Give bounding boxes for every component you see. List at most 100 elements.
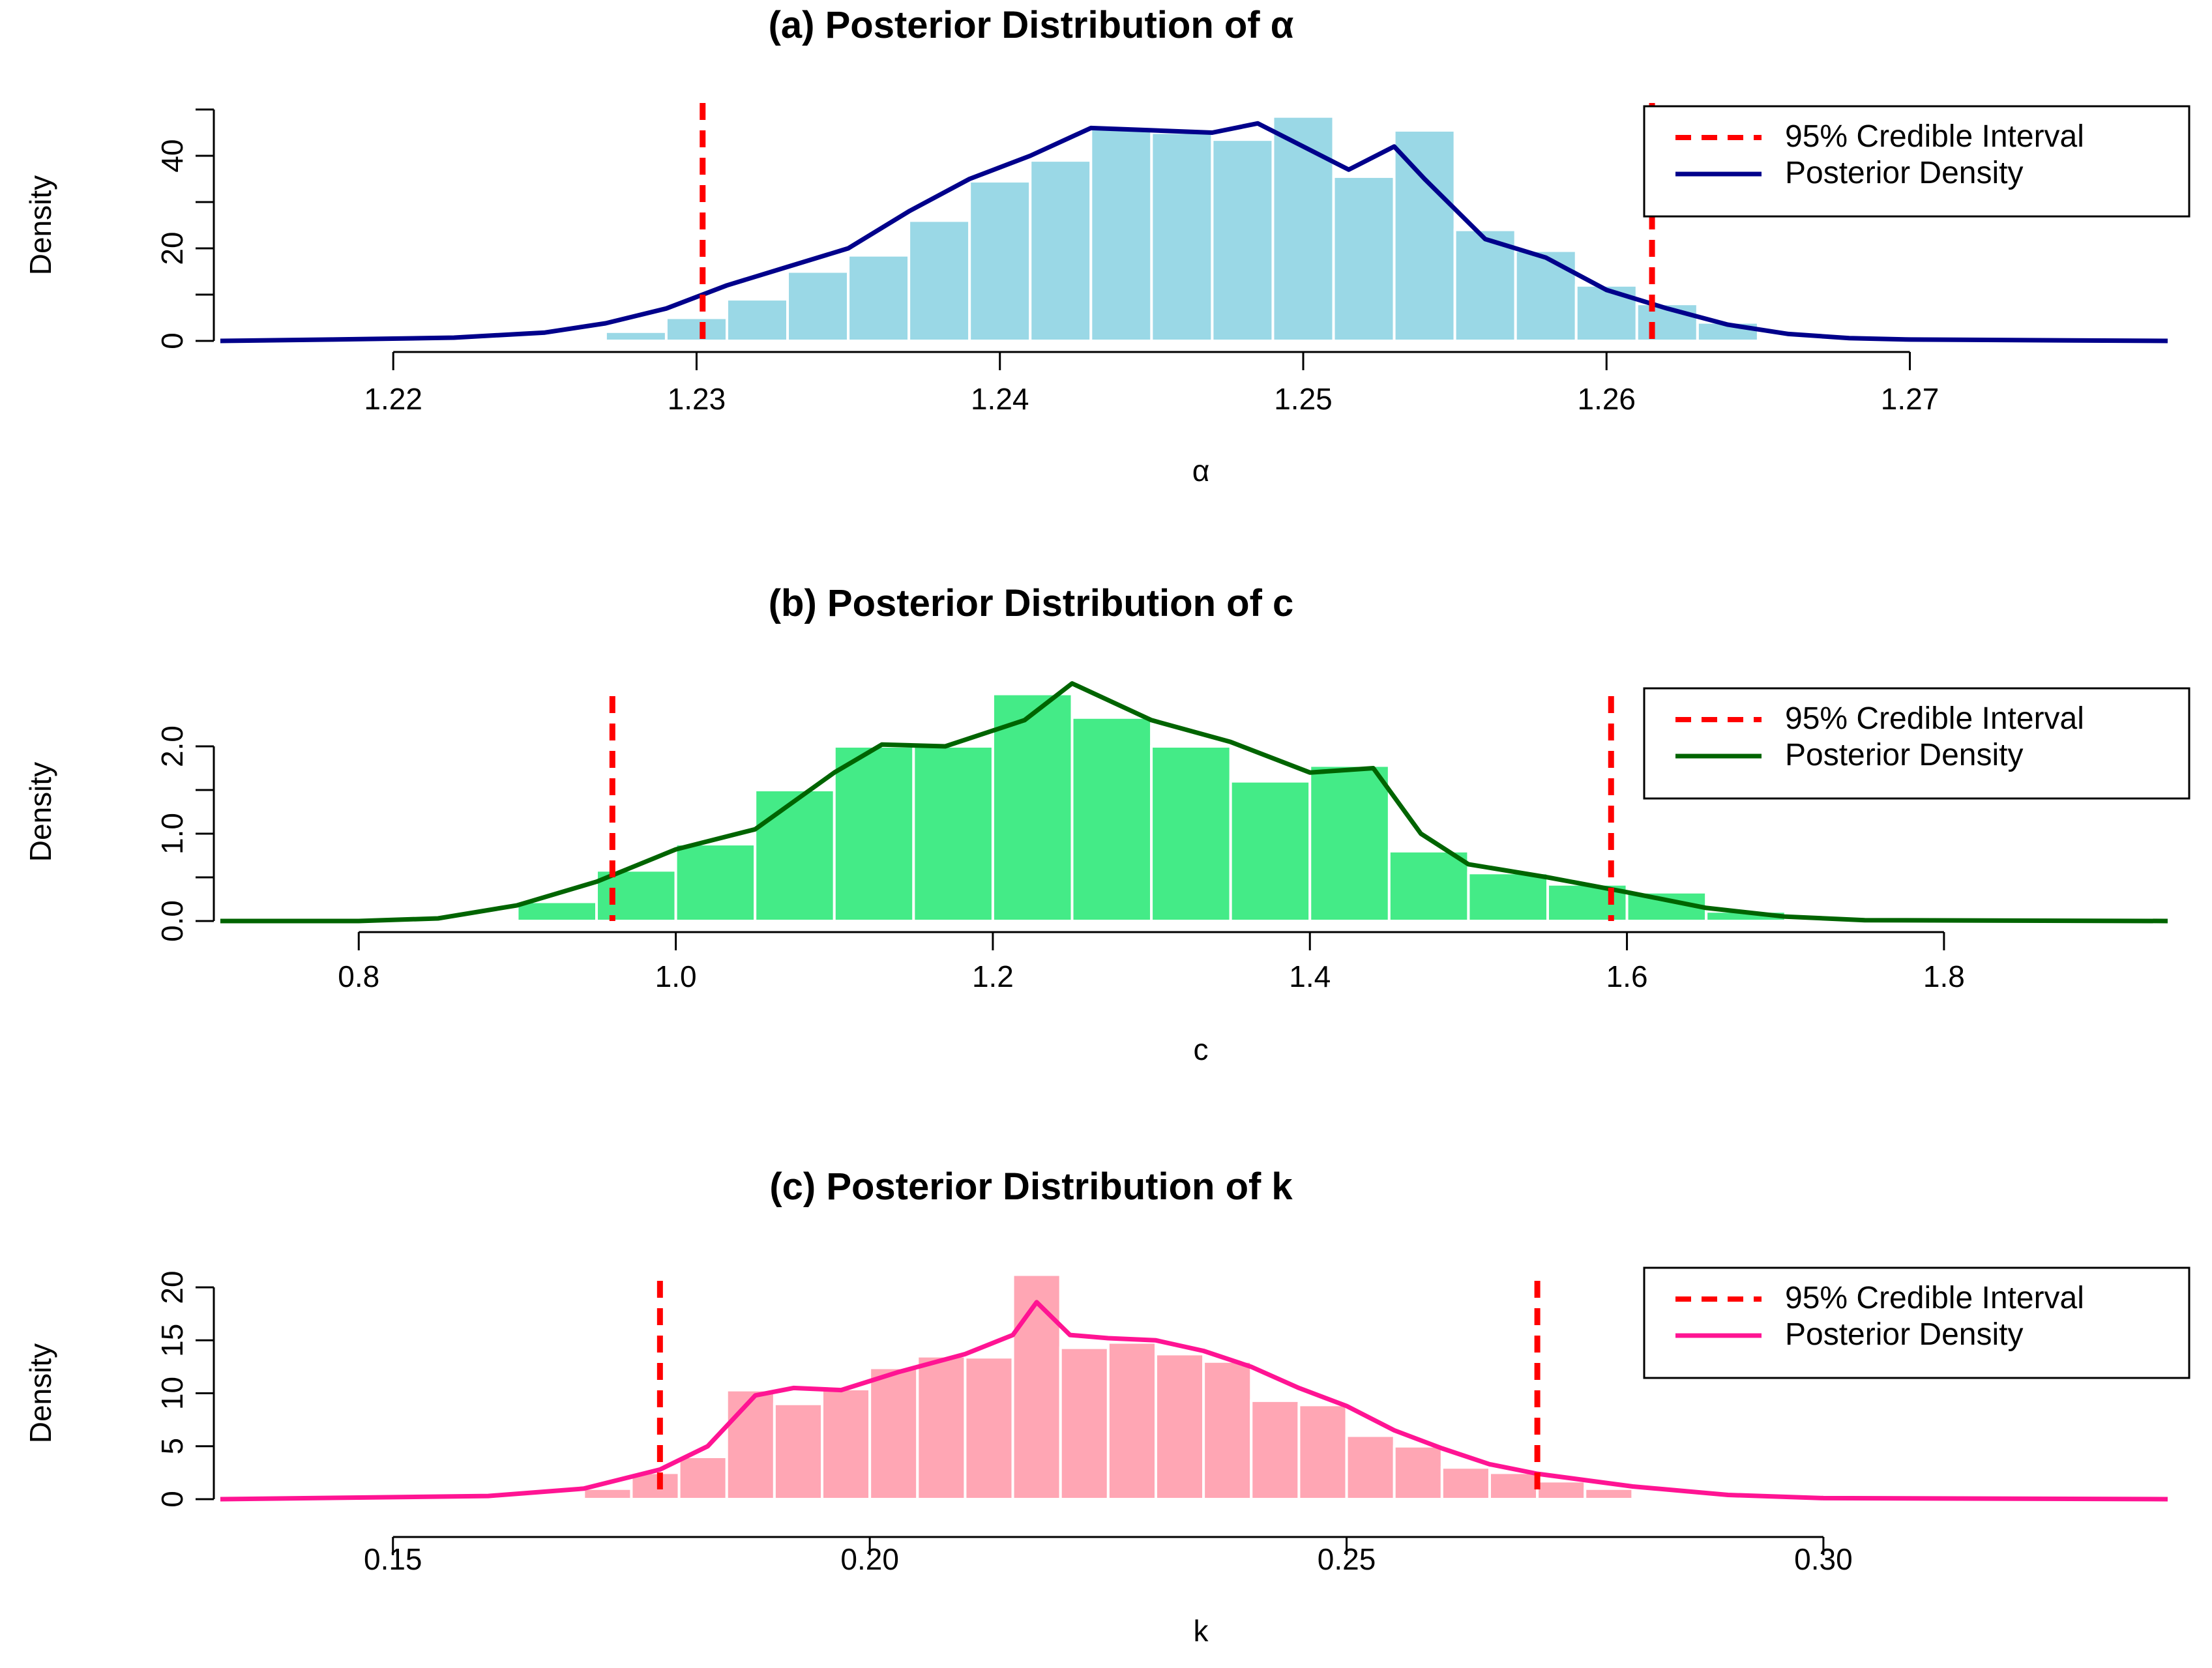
x-tick-label: 0.20 bbox=[840, 1542, 899, 1576]
histogram-bar bbox=[1453, 228, 1517, 342]
panel-a: (a) Posterior Distribution of α 0 20 40 Dens… bbox=[23, 4, 2190, 488]
histogram-bar bbox=[1070, 716, 1153, 923]
y-tick-label: 0.0 bbox=[155, 900, 189, 942]
histogram-bar bbox=[833, 745, 915, 922]
y-tick-label: 1.0 bbox=[155, 813, 189, 855]
histogram-bar bbox=[1536, 1480, 1587, 1500]
histogram-bar bbox=[907, 219, 971, 342]
x-tick-label: 1.26 bbox=[1577, 382, 1636, 416]
histogram-bar bbox=[773, 1402, 824, 1500]
histogram-bar bbox=[1211, 138, 1275, 342]
legend-credible-interval-label: 95% Credible Interval bbox=[1785, 119, 2084, 154]
histogram-bar bbox=[1488, 1471, 1539, 1500]
histogram-bar bbox=[1059, 1346, 1110, 1500]
histogram-bar bbox=[1332, 175, 1396, 343]
y-tick-label: 0 bbox=[155, 332, 189, 349]
histogram-bar bbox=[1154, 1353, 1205, 1500]
legend-box bbox=[1643, 1266, 2190, 1379]
histogram-bar bbox=[1150, 745, 1232, 922]
panel-c: (c) Posterior Distribution of k 0 5 10 15 20 D… bbox=[23, 1165, 2190, 1648]
histogram-bar bbox=[604, 330, 668, 342]
x-tick-label: 1.25 bbox=[1274, 382, 1333, 416]
histogram-bar bbox=[1584, 1487, 1634, 1500]
posterior-density-line bbox=[220, 681, 2168, 924]
histogram-bar bbox=[821, 1388, 872, 1500]
x-axis: 1.22 1.23 1.24 1.25 1.26 1.27 α bbox=[364, 351, 1939, 488]
histogram-bar bbox=[725, 1388, 776, 1500]
x-tick-label: 1.23 bbox=[668, 382, 726, 416]
y-tick-label: 10 bbox=[155, 1377, 189, 1410]
x-tick-label: 1.22 bbox=[364, 382, 422, 416]
chart-title: (b) Posterior Distribution of c bbox=[769, 582, 1294, 624]
x-axis-label: k bbox=[1194, 1614, 1209, 1648]
y-axis: 0.0 1.0 2.0 Density bbox=[23, 725, 215, 942]
histogram-bar bbox=[1393, 128, 1456, 342]
histogram-bar bbox=[1440, 1466, 1491, 1500]
histogram-bar bbox=[968, 180, 1032, 342]
legend-credible-interval-label: 95% Credible Interval bbox=[1785, 701, 2084, 736]
x-tick-label: 0.8 bbox=[338, 959, 379, 993]
x-tick-label: 1.27 bbox=[1881, 382, 1939, 416]
y-axis: 0 5 10 15 20 Density bbox=[23, 1270, 215, 1508]
y-tick-label: 0 bbox=[155, 1491, 189, 1508]
legend-posterior-density-label: Posterior Density bbox=[1785, 156, 2023, 190]
histogram-bar bbox=[725, 298, 789, 343]
x-axis: 0.15 0.20 0.25 0.30 k bbox=[364, 1536, 1853, 1648]
posterior-density-line bbox=[220, 1300, 2168, 1502]
y-axis: 0 20 40 Density bbox=[23, 108, 215, 349]
histogram-bar bbox=[847, 254, 911, 342]
histogram-bars bbox=[582, 1273, 1634, 1500]
x-tick-label: 0.25 bbox=[1318, 1542, 1376, 1576]
histogram-bar bbox=[1029, 159, 1093, 342]
histogram-bar bbox=[1393, 1444, 1443, 1500]
y-tick-label: 5 bbox=[155, 1438, 189, 1455]
histogram-bar bbox=[991, 692, 1074, 922]
histogram-bar bbox=[1229, 780, 1312, 922]
x-tick-label: 1.4 bbox=[1289, 959, 1331, 993]
x-tick-label: 1.24 bbox=[971, 382, 1029, 416]
histogram-bar bbox=[1250, 1399, 1301, 1500]
x-axis-label: c bbox=[1194, 1032, 1209, 1066]
histogram-bar bbox=[674, 843, 757, 922]
histogram-bar bbox=[1574, 284, 1638, 342]
x-tick-label: 0.30 bbox=[1794, 1542, 1853, 1576]
chart-title: (c) Posterior Distribution of k bbox=[769, 1165, 1293, 1208]
histogram-bar bbox=[1089, 126, 1153, 342]
histogram-bar bbox=[786, 270, 850, 342]
x-tick-label: 0.15 bbox=[364, 1542, 422, 1576]
histogram-bar bbox=[1345, 1434, 1396, 1500]
histogram-bar bbox=[516, 900, 598, 923]
histogram-bar bbox=[1202, 1360, 1253, 1500]
x-tick-label: 1.6 bbox=[1606, 959, 1648, 993]
histogram-bar bbox=[1467, 871, 1549, 923]
y-tick-label: 20 bbox=[155, 1270, 189, 1304]
y-tick-label: 40 bbox=[155, 139, 189, 172]
y-axis-label: Density bbox=[23, 1343, 57, 1443]
histogram-bar bbox=[754, 789, 836, 922]
x-tick-label: 1.8 bbox=[1923, 959, 1965, 993]
histogram-bar bbox=[1308, 764, 1391, 922]
histogram-bar bbox=[916, 1354, 967, 1500]
panel-b: (b) Posterior Distribution of c 0.0 1.0 2.0… bbox=[23, 582, 2190, 1066]
x-tick-label: 1.0 bbox=[655, 959, 697, 993]
y-tick-label: 15 bbox=[155, 1324, 189, 1357]
histogram-bar bbox=[1271, 115, 1335, 342]
y-tick-label: 2.0 bbox=[155, 725, 189, 767]
legend-box bbox=[1643, 105, 2190, 218]
y-axis-label: Density bbox=[23, 762, 57, 862]
posterior-density-line bbox=[220, 121, 2168, 344]
x-axis-label: α bbox=[1192, 454, 1210, 488]
histogram-bar bbox=[1387, 849, 1470, 923]
histogram-bar bbox=[677, 1456, 728, 1500]
legend-box bbox=[1643, 687, 2190, 800]
histogram-bar bbox=[1106, 1341, 1157, 1500]
histogram-bar bbox=[964, 1356, 1014, 1500]
y-axis-label: Density bbox=[23, 175, 57, 275]
histogram-bar bbox=[1011, 1273, 1062, 1500]
histogram-bar bbox=[582, 1487, 633, 1500]
histogram-bar bbox=[543, 337, 607, 343]
x-tick-label: 1.2 bbox=[972, 959, 1014, 993]
x-axis: 0.8 1.0 1.2 1.4 1.6 1.8 c bbox=[338, 931, 1965, 1066]
